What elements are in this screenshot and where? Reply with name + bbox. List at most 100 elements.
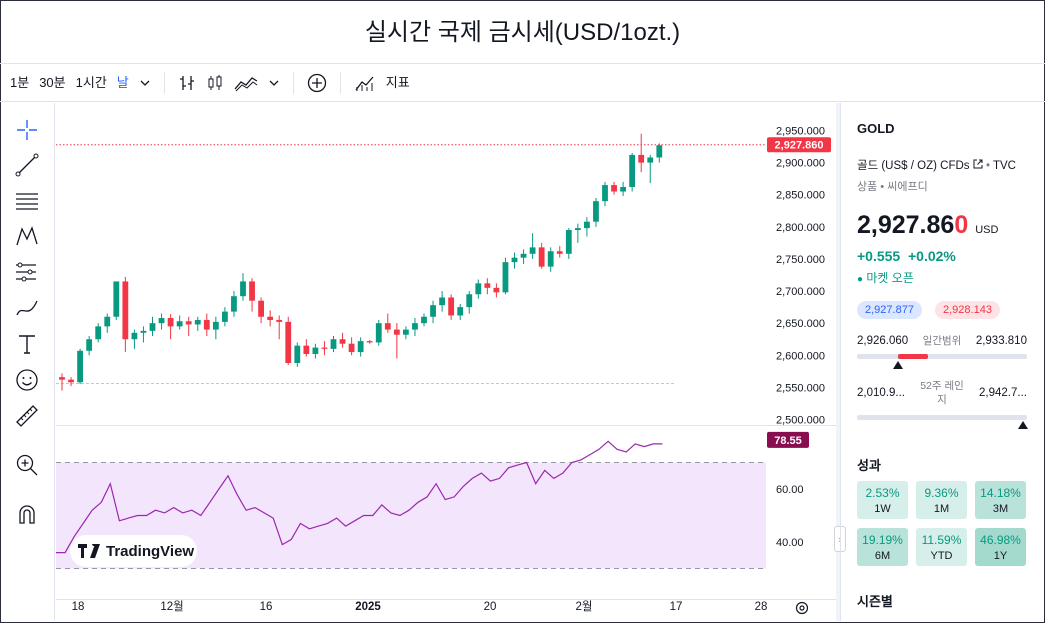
candle <box>475 279 482 299</box>
text-tool-icon[interactable] <box>14 331 40 357</box>
time-axis-tick: 2025 <box>355 601 381 613</box>
candle-body <box>448 297 455 316</box>
candle-body <box>122 281 129 340</box>
indicators-button[interactable]: 지표 <box>385 74 410 90</box>
interval-dropdown-chevron-icon[interactable] <box>134 68 156 98</box>
drawing-toolbar <box>0 103 55 621</box>
day-range-fill <box>898 354 928 359</box>
day-low: 2,926.060 <box>857 334 909 347</box>
toolbar-divider <box>292 71 294 94</box>
zoom-in-icon[interactable] <box>14 452 40 478</box>
candle-body <box>574 228 581 231</box>
crosshair-icon[interactable] <box>14 117 40 143</box>
candle <box>656 143 663 163</box>
candle-body <box>68 379 74 383</box>
candle-body <box>384 323 391 330</box>
bid-price-chip: 2,927.877 <box>857 301 922 319</box>
candle-body <box>131 332 138 340</box>
area-style-icon[interactable] <box>229 68 263 98</box>
candle <box>339 332 346 348</box>
candle-body <box>231 296 237 312</box>
brush-icon[interactable] <box>14 295 40 321</box>
perf-value: 11.59% <box>921 533 962 547</box>
candle-body <box>529 247 536 254</box>
panel-splitter[interactable] <box>836 103 840 621</box>
candle-body <box>140 330 147 333</box>
trend-line-icon[interactable] <box>14 152 40 178</box>
perf-tile-3m[interactable]: 14.18% 3M <box>975 481 1026 519</box>
candle-body <box>421 316 427 324</box>
candle-body <box>439 297 445 306</box>
candle <box>122 276 129 353</box>
candle <box>457 303 464 320</box>
price-axis-tick: 2,950.000 <box>776 126 825 138</box>
candle <box>403 326 409 340</box>
perf-tile-1y[interactable]: 46.98% 1Y <box>975 528 1026 566</box>
ask-price-chip: 2,928.143 <box>935 301 1000 319</box>
perf-value: 46.98% <box>980 533 1021 547</box>
candle-body <box>113 281 120 317</box>
forecast-tool-icon[interactable] <box>14 259 40 285</box>
perf-tile-1m[interactable]: 9.36% 1M <box>916 481 967 519</box>
candle-body <box>366 341 373 343</box>
day-range-label: 일간범위 <box>922 335 962 347</box>
candle <box>556 246 563 258</box>
candle-body <box>647 157 654 163</box>
price-axis-tick: 2,800.000 <box>776 222 825 234</box>
perf-tile-1w[interactable]: 2.53% 1W <box>857 481 908 519</box>
compare-plus-icon[interactable] <box>302 68 332 98</box>
chart-settings-icon[interactable] <box>795 601 809 615</box>
chart-area[interactable]: 2,950.000 2,900.000 2,850.000 2,800.000 2,75… <box>56 103 836 621</box>
candle <box>602 181 608 207</box>
external-link-icon[interactable] <box>973 159 983 169</box>
chart-type-chevron-icon[interactable] <box>263 68 285 98</box>
candle <box>593 197 599 227</box>
candle <box>439 291 445 312</box>
perf-tile-ytd[interactable]: 11.59% YTD <box>916 528 967 566</box>
pattern-tool-icon[interactable] <box>14 223 40 249</box>
fib-retracement-icon[interactable] <box>14 188 40 214</box>
candle <box>185 316 192 337</box>
price-axis-tick: 2,900.000 <box>776 158 825 170</box>
magnet-icon[interactable] <box>14 501 40 527</box>
gear-ring <box>795 601 809 615</box>
symbol-category: 상품 • 씨에프디 <box>857 181 928 193</box>
last-price-label: 2,927.860 <box>775 140 824 152</box>
indicators-icon[interactable] <box>349 68 381 98</box>
perf-value: 19.19% <box>862 533 903 547</box>
candle-body <box>611 185 617 192</box>
ruler-icon[interactable] <box>14 403 40 429</box>
week52-label: 52주 레인지 <box>920 380 964 406</box>
interval-30m-button[interactable]: 30분 <box>39 74 66 90</box>
interval-1h-button[interactable]: 1시간 <box>75 74 107 90</box>
candle <box>113 281 120 320</box>
interval-day-button[interactable]: 날 <box>116 74 129 90</box>
candle-body <box>303 345 310 354</box>
candle-body <box>475 283 482 295</box>
time-axis-tick: 2월 <box>576 600 593 613</box>
interval-1m-button[interactable]: 1분 <box>10 74 30 90</box>
week52-range-bar <box>857 415 1027 420</box>
candle-body <box>86 339 93 351</box>
candle-body <box>330 339 337 349</box>
tradingview-logo[interactable]: TradingView <box>70 535 197 567</box>
price-chart-svg[interactable]: 2,950.000 2,900.000 2,850.000 2,800.000 2,75… <box>56 103 836 621</box>
time-axis-tick: 16 <box>260 601 273 613</box>
symbol-description: 골드 (US$ / OZ) CFDs • TVC <box>857 159 1016 172</box>
candle <box>258 297 264 324</box>
price-main: 2,927.86 <box>857 211 955 239</box>
perf-period: 3M <box>992 503 1009 515</box>
candle-body <box>258 300 264 317</box>
last-price-label-bg <box>767 137 831 153</box>
emoji-icon[interactable] <box>14 367 40 393</box>
gear-hub <box>799 605 805 611</box>
performance-title: 성과 <box>857 458 881 473</box>
candle-body <box>502 262 509 293</box>
candle <box>484 278 491 295</box>
candle <box>584 217 590 237</box>
perf-tile-6m[interactable]: 19.19% 6M <box>857 528 908 566</box>
perf-period: YTD <box>930 550 953 562</box>
candle-style-icon[interactable] <box>201 68 229 98</box>
bar-style-icon[interactable] <box>173 68 201 98</box>
symbol-name[interactable]: GOLD <box>857 121 895 136</box>
